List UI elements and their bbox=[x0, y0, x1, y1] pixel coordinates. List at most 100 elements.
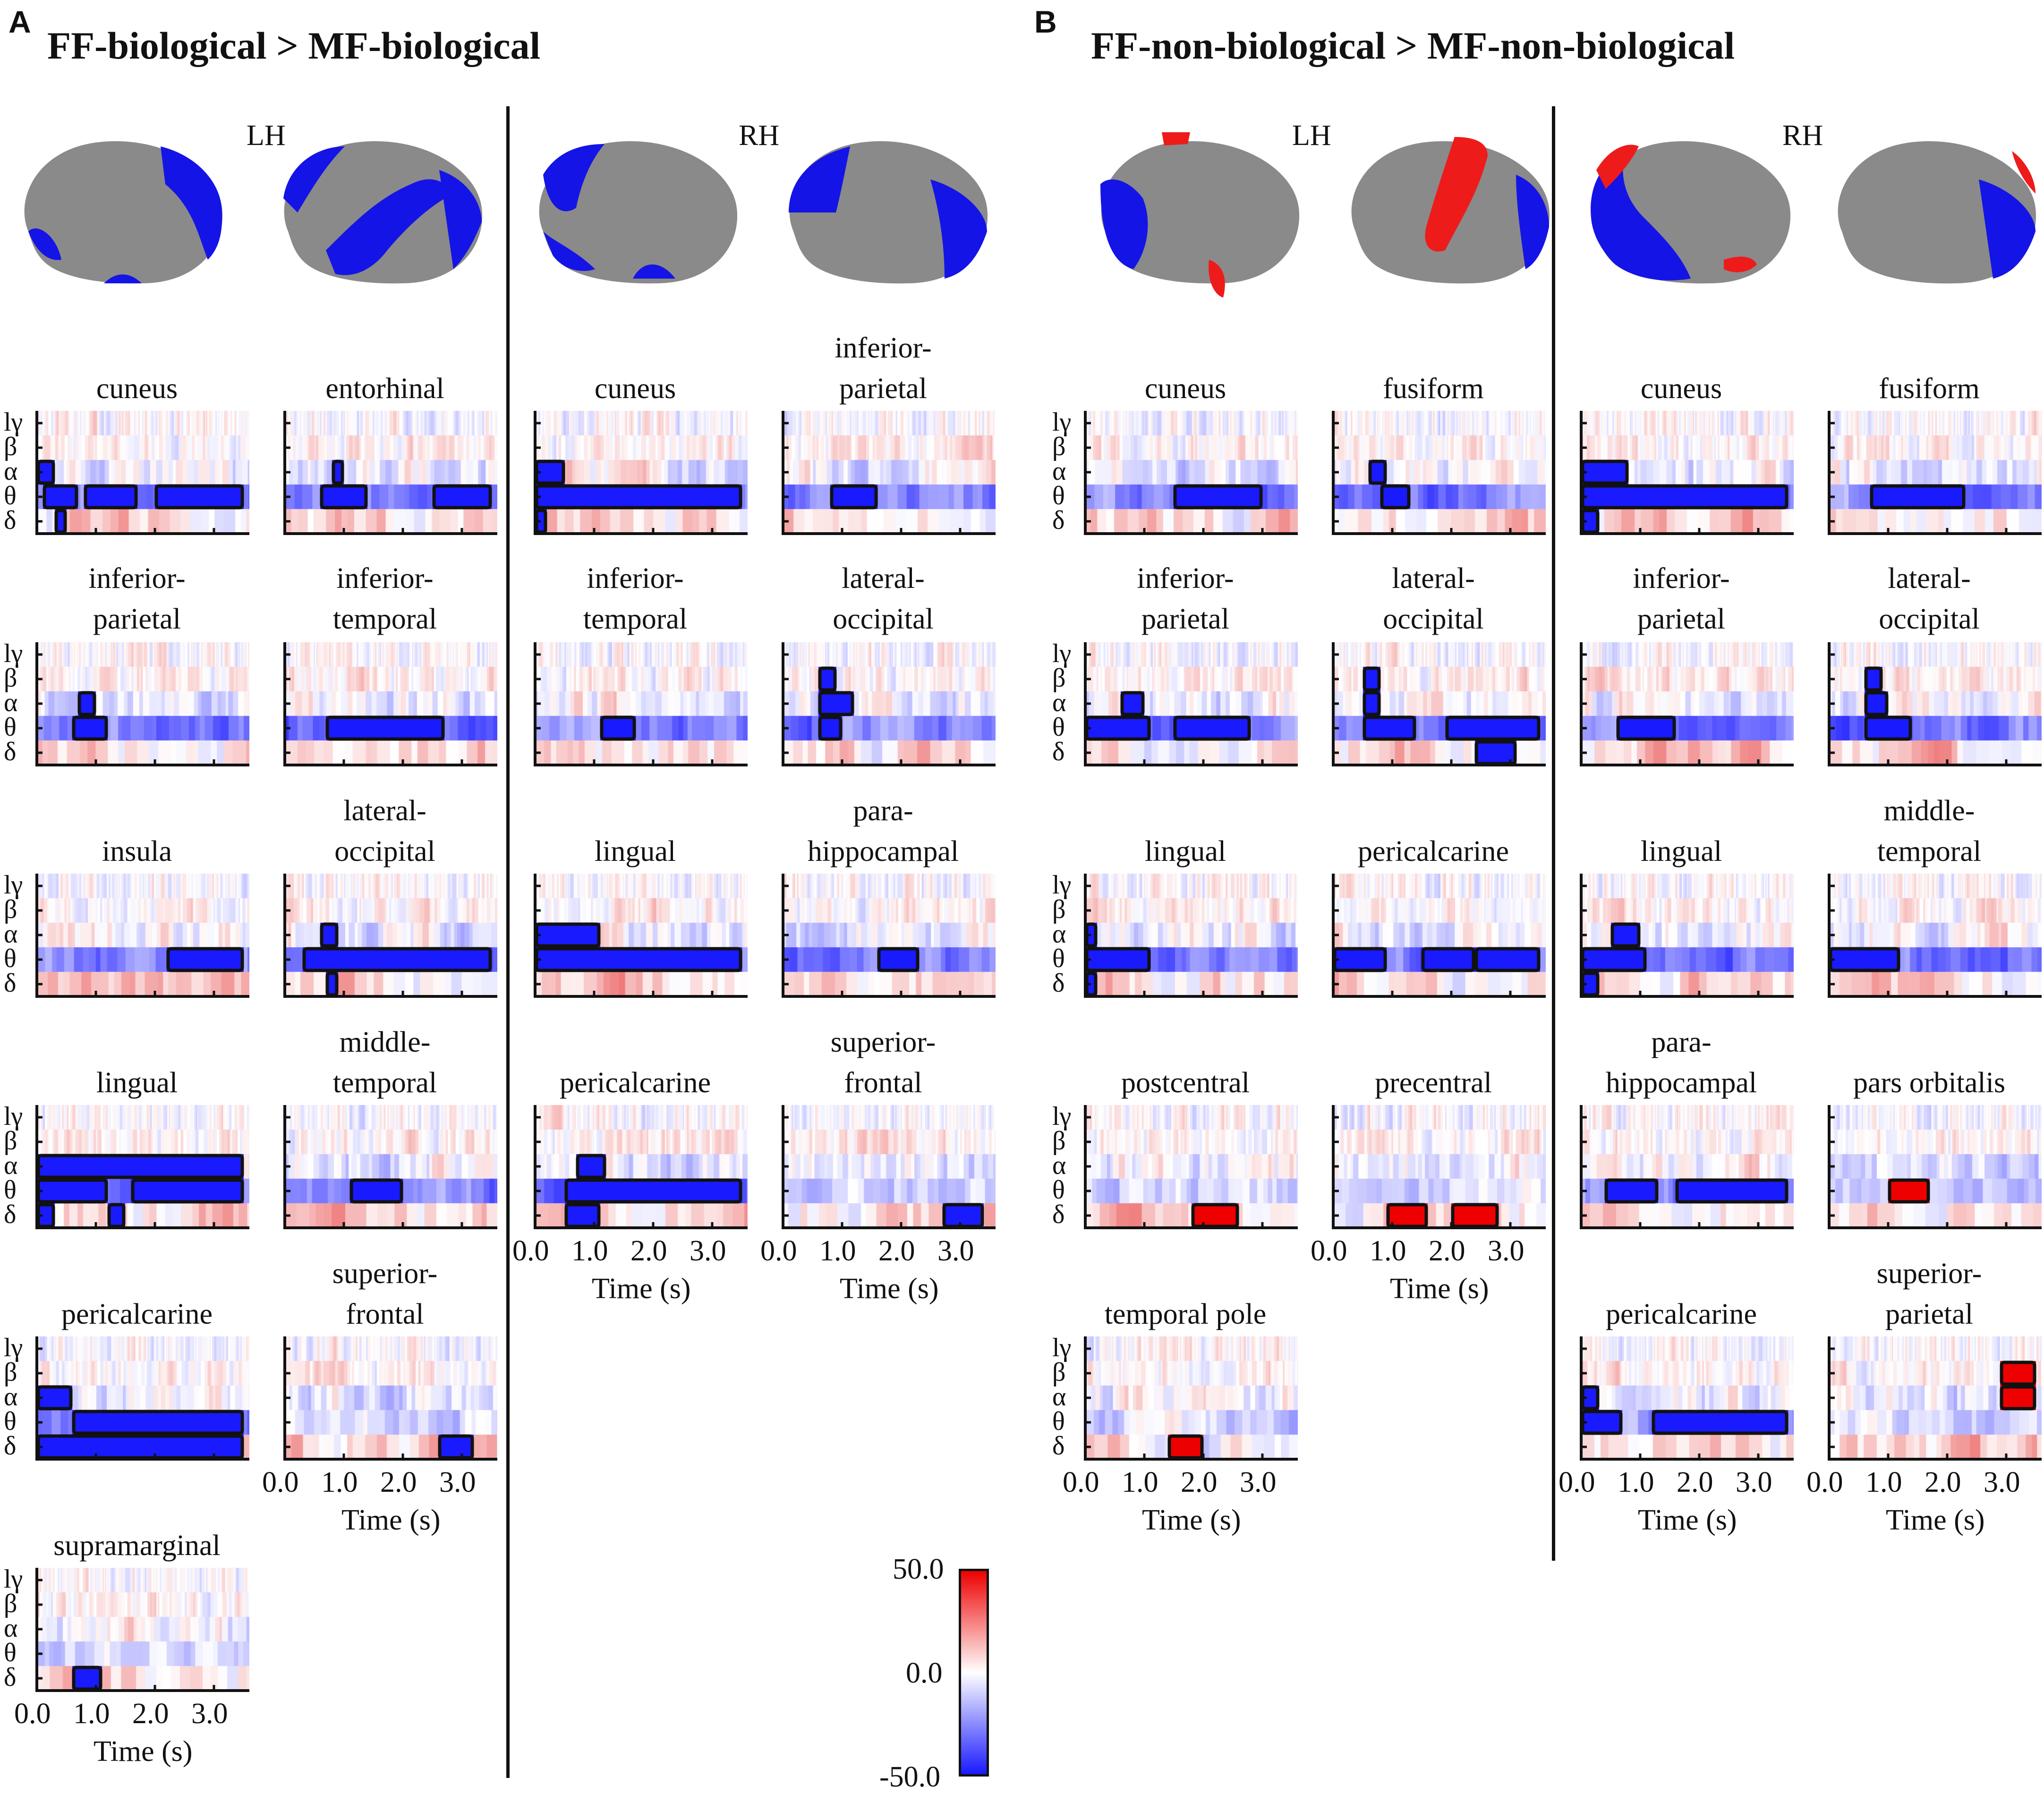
significance-cluster bbox=[302, 947, 492, 972]
heatmap-panel bbox=[283, 411, 497, 535]
significance-cluster bbox=[600, 715, 636, 741]
significance-cluster bbox=[36, 1385, 73, 1411]
heatmap-canvas bbox=[535, 642, 748, 765]
hemisphere-label-b-lh: LH bbox=[1292, 119, 1331, 152]
significance-cluster bbox=[438, 1434, 474, 1460]
significance-cluster bbox=[1085, 715, 1151, 741]
band-label: α bbox=[1052, 688, 1066, 717]
heatmap-overlay bbox=[1580, 411, 1794, 535]
brain-b-lh-medial bbox=[1100, 132, 1300, 298]
x-tick-label: 3.0 bbox=[1240, 1466, 1277, 1498]
heatmap-panel bbox=[534, 1105, 748, 1229]
region-title: lingual bbox=[594, 835, 676, 867]
significance-cluster bbox=[1363, 691, 1381, 716]
significance-cluster bbox=[325, 971, 339, 997]
x-tick-label: 0.0 bbox=[1806, 1466, 1843, 1498]
region-title: temporal pole bbox=[1104, 1298, 1267, 1330]
heatmap-overlay bbox=[1084, 1105, 1298, 1229]
band-label: β bbox=[1052, 432, 1066, 461]
axis-line bbox=[283, 1105, 497, 1229]
heatmap-panel bbox=[35, 874, 249, 998]
heatmap-panel bbox=[534, 411, 748, 535]
heatmap-overlay bbox=[283, 1336, 497, 1461]
axis-line bbox=[1828, 874, 2042, 998]
colorbar-max-label: 50.0 bbox=[893, 1553, 944, 1585]
region-title: superior-frontal bbox=[332, 1258, 438, 1330]
region-title: lateral-occipital bbox=[1383, 562, 1484, 635]
region-title: pericalcarine bbox=[1357, 835, 1509, 867]
heatmap-canvas bbox=[37, 642, 249, 765]
x-tick-label: 2.0 bbox=[630, 1235, 667, 1267]
x-axis-title: Time (s) bbox=[1638, 1504, 1737, 1536]
band-label: β bbox=[4, 663, 17, 693]
significance-cluster bbox=[1864, 666, 1883, 692]
heatmap-panel bbox=[782, 1105, 996, 1229]
region-title: middle-temporal bbox=[332, 1026, 437, 1099]
region-title: supramarginal bbox=[53, 1530, 221, 1562]
axis-line bbox=[1084, 874, 1298, 998]
region-title: lingual bbox=[1144, 835, 1226, 867]
significance-cluster bbox=[1386, 1203, 1428, 1228]
heatmap-canvas bbox=[285, 1336, 497, 1459]
band-label: α bbox=[4, 1382, 18, 1411]
x-tick-label: 2.0 bbox=[878, 1235, 915, 1267]
colorbar-min-label: -50.0 bbox=[879, 1761, 941, 1793]
region-title: fusiform bbox=[1879, 373, 1980, 405]
region-title: insula bbox=[102, 835, 172, 867]
heatmap-overlay bbox=[35, 1336, 249, 1461]
band-label: α bbox=[4, 457, 18, 486]
heatmap-overlay bbox=[1828, 1336, 2042, 1461]
heatmap-canvas bbox=[1581, 1336, 1794, 1459]
region-title: inferior-temporal bbox=[332, 562, 437, 635]
band-label: lγ bbox=[4, 1333, 23, 1362]
significance-cluster bbox=[1610, 922, 1641, 948]
heatmap-canvas bbox=[1829, 874, 2042, 996]
band-label: δ bbox=[4, 1431, 17, 1461]
region-title: cuneus bbox=[1640, 373, 1722, 405]
axis-line bbox=[1332, 411, 1546, 535]
significance-cluster bbox=[1333, 947, 1387, 972]
heatmap-panel bbox=[1828, 411, 2042, 535]
significance-cluster bbox=[1581, 947, 1647, 972]
significance-cluster bbox=[1451, 1203, 1499, 1228]
significance-cluster bbox=[1864, 715, 1912, 741]
significance-cluster bbox=[1421, 947, 1475, 972]
heatmap-panel bbox=[1332, 642, 1546, 766]
heatmap-overlay bbox=[534, 642, 748, 766]
significance-cluster bbox=[535, 922, 601, 948]
axis-line bbox=[283, 874, 497, 998]
heatmap-panel bbox=[782, 642, 996, 766]
band-label: lγ bbox=[4, 639, 23, 668]
significance-cluster bbox=[1870, 484, 1966, 510]
axis-line bbox=[1580, 1336, 1794, 1461]
region-title: lateral-occipital bbox=[1879, 562, 1980, 635]
significance-cluster bbox=[1581, 459, 1629, 485]
significance-cluster bbox=[36, 1154, 244, 1179]
significance-cluster bbox=[535, 484, 742, 510]
band-label: θ bbox=[4, 944, 17, 973]
band-label: θ bbox=[4, 1638, 17, 1667]
heatmap-panel bbox=[782, 874, 996, 998]
axis-line bbox=[1828, 1336, 2042, 1461]
heatmap-overlay bbox=[782, 411, 996, 535]
heatmap-canvas bbox=[783, 411, 996, 534]
axis-line bbox=[283, 1336, 497, 1461]
divider-a bbox=[506, 106, 510, 1778]
region-title: lingual bbox=[96, 1067, 178, 1099]
band-label: β bbox=[4, 1358, 17, 1387]
significance-cluster bbox=[154, 484, 244, 510]
region-title: middle-temporal bbox=[1877, 795, 1982, 867]
heatmap-canvas bbox=[1581, 411, 1794, 534]
x-axis-title: Time (s) bbox=[592, 1273, 691, 1305]
axis-line bbox=[1084, 411, 1298, 535]
band-label: β bbox=[4, 1126, 17, 1156]
heatmap-overlay bbox=[1828, 1105, 2042, 1229]
significance-cluster bbox=[1581, 1410, 1623, 1435]
significance-cluster bbox=[1380, 484, 1411, 510]
x-tick-label: 0.0 bbox=[512, 1235, 549, 1267]
band-label: lγ bbox=[1052, 408, 1072, 437]
axis-line bbox=[1332, 874, 1546, 998]
heatmap-canvas bbox=[1829, 411, 2042, 534]
heatmap-panel bbox=[1580, 1336, 1794, 1461]
band-label: lγ bbox=[4, 1102, 23, 1131]
